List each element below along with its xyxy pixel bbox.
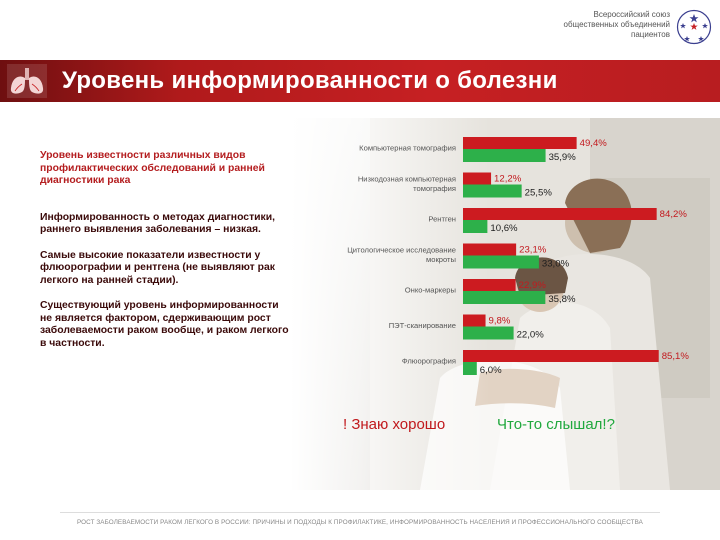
bar-heard-something (463, 291, 546, 304)
value-label-know-well: 23,1% (519, 245, 547, 256)
category-label: Рентген (428, 215, 456, 224)
summary-text-column: Уровень известности различных видов проф… (40, 150, 290, 363)
category-label-line: мокроты (426, 255, 456, 264)
organization-name-line: пациентов (631, 30, 670, 39)
value-label-know-well: 49,4% (580, 138, 608, 149)
organization-name: Всероссийский союз общественных объедине… (470, 10, 670, 40)
category-label-line: Флюорография (402, 357, 456, 366)
category-label: Флюорография (402, 357, 456, 366)
category-label: ПЭТ-сканирование (389, 321, 456, 330)
category-label: Низкодозная компьютерная томография (358, 174, 456, 193)
legend-know-well: ! Знаю хорошо (343, 416, 446, 433)
category-label-line: ПЭТ-сканирование (389, 321, 456, 330)
category-label: Цитологическое исследование мокроты (347, 245, 456, 264)
category-label-line: Компьютерная томография (359, 144, 456, 153)
summary-paragraph: Самые высокие показатели известности у ф… (40, 249, 275, 286)
bar-know-well (463, 172, 492, 185)
value-label-heard-something: 35,9% (549, 152, 577, 163)
summary-heading: Уровень известности различных видов проф… (40, 150, 265, 186)
value-label-heard-something: 25,5% (525, 188, 553, 199)
bar-heard-something (463, 326, 514, 340)
bar-heard-something (463, 184, 522, 198)
bar-know-well (463, 350, 659, 362)
summary-paragraph: Информированность о методах диагностики,… (40, 211, 276, 236)
value-label-know-well: 9,8% (489, 316, 511, 327)
bar-know-well (463, 137, 577, 149)
bar-know-well (463, 243, 517, 256)
bar-heard-something (463, 255, 539, 269)
category-label-line: томография (413, 184, 456, 193)
organization-logo-icon (676, 9, 712, 45)
bar-know-well (463, 279, 516, 291)
value-label-know-well: 22,9% (519, 280, 547, 291)
organization-name-line: Всероссийский союз (593, 10, 671, 19)
bar-know-well (463, 314, 486, 327)
bar-know-well (463, 208, 657, 220)
value-label-heard-something: 10,6% (490, 223, 518, 234)
bar-heard-something (463, 220, 488, 233)
value-label-heard-something: 33,0% (542, 259, 570, 270)
page-title: Уровень информированности о болезни (62, 67, 558, 94)
title-banner: Уровень информированности о болезни (0, 60, 720, 102)
bar-heard-something (463, 362, 477, 375)
photo-fade-overlay (290, 118, 490, 490)
value-label-know-well: 84,2% (660, 209, 688, 220)
summary-paragraph: Существующий уровень информированности н… (40, 300, 289, 349)
legend-heard-something: Что-то слышал!? (497, 416, 615, 433)
value-label-know-well: 85,1% (662, 351, 690, 362)
category-label-line: Рентген (428, 215, 456, 224)
category-label: Компьютерная томография (359, 144, 456, 153)
organization-name-line: общественных объединений (563, 20, 670, 29)
category-label-line: Цитологическое исследование (347, 245, 456, 254)
lungs-icon (7, 64, 47, 98)
category-label: Онко-маркеры (405, 286, 456, 295)
value-label-heard-something: 35,8% (548, 294, 576, 305)
value-label-heard-something: 6,0% (480, 365, 502, 376)
footer-divider (60, 512, 660, 513)
footer-caption: РОСТ ЗАБОЛЕВАЕМОСТИ РАКОМ ЛЕГКОГО В РОСС… (77, 519, 643, 526)
value-label-heard-something: 22,0% (517, 330, 545, 341)
bar-heard-something (463, 149, 546, 162)
value-label-know-well: 12,2% (494, 174, 522, 185)
category-label-line: Низкодозная компьютерная (358, 174, 456, 183)
category-label-line: Онко-маркеры (405, 286, 456, 295)
